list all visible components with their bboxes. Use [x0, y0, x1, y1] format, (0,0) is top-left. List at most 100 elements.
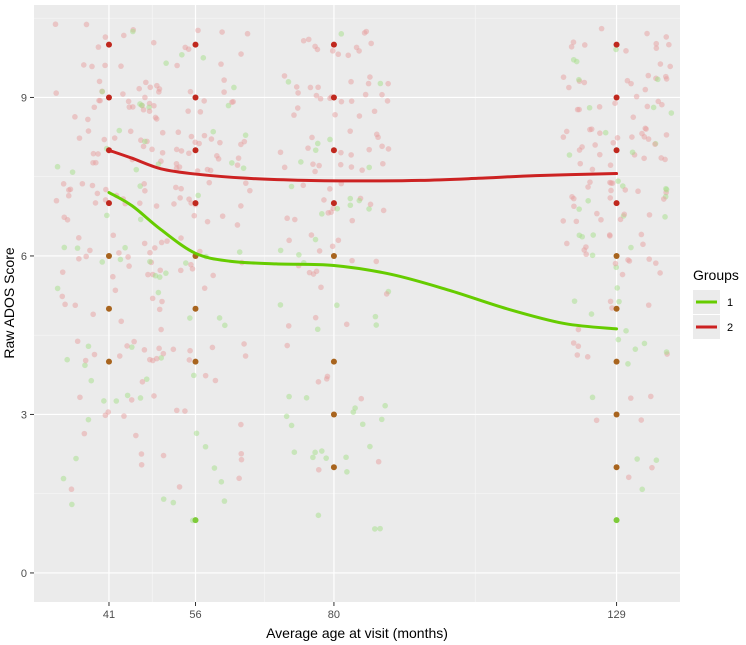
data-point [596, 151, 603, 158]
data-point [153, 355, 160, 362]
data-point [632, 346, 639, 352]
x-tick-label: 80 [328, 609, 340, 621]
data-point [614, 134, 621, 141]
visit-point [613, 464, 620, 471]
data-point [613, 46, 619, 53]
data-point [177, 195, 183, 201]
data-point [210, 272, 216, 279]
data-point [312, 168, 318, 175]
data-point [243, 180, 249, 186]
data-point [121, 413, 127, 419]
data-point [634, 456, 640, 462]
data-point [338, 98, 345, 105]
data-point [593, 417, 600, 424]
data-point [186, 357, 193, 363]
data-point [218, 61, 224, 67]
y-axis-ticks: 0 3 6 9 [21, 92, 34, 580]
visit-point [105, 252, 112, 259]
data-point [356, 197, 363, 204]
data-point [155, 289, 162, 296]
data-point [241, 138, 248, 145]
panel-background [34, 5, 680, 602]
data-point [622, 187, 629, 193]
data-point [238, 456, 245, 463]
data-point [221, 77, 227, 83]
data-point [110, 232, 117, 239]
data-point [116, 353, 123, 359]
data-point [202, 443, 209, 450]
smooth-line-group-2 [107, 148, 619, 183]
x-axis-title: Average age at visit (months) [266, 625, 448, 641]
data-point [236, 249, 243, 255]
data-point [118, 318, 125, 325]
data-point [110, 273, 116, 280]
data-point [566, 152, 573, 158]
data-point [583, 251, 589, 258]
data-point [219, 29, 225, 35]
data-point [324, 373, 331, 380]
data-point [281, 73, 288, 79]
data-point [158, 239, 165, 246]
data-point [197, 248, 203, 255]
data-point [175, 129, 182, 136]
data-point [573, 58, 580, 65]
data-point [155, 161, 162, 167]
data-point [67, 186, 74, 193]
data-point [147, 258, 153, 265]
data-point [141, 240, 148, 247]
data-point [332, 111, 338, 118]
data-point [292, 216, 298, 223]
data-point [221, 89, 227, 95]
data-point [141, 347, 148, 353]
data-point [174, 62, 180, 69]
data-point [315, 84, 321, 91]
data-point [152, 272, 159, 279]
data-point [659, 101, 665, 108]
data-point [277, 149, 284, 156]
data-point [617, 216, 624, 223]
data-point [194, 168, 201, 174]
visit-point [330, 358, 337, 365]
data-point [125, 254, 131, 260]
data-point [347, 195, 354, 202]
data-point [308, 232, 315, 238]
data-point [663, 76, 670, 82]
legend-title: Groups [693, 267, 739, 283]
data-point [380, 160, 386, 167]
visit-point [330, 464, 337, 471]
data-point [348, 152, 354, 158]
data-point [147, 84, 154, 91]
data-point [296, 252, 302, 258]
data-point [90, 150, 97, 157]
data-point [608, 187, 614, 194]
data-point [151, 102, 157, 109]
data-point [587, 179, 593, 185]
data-point [315, 379, 322, 385]
visit-point [192, 94, 199, 101]
data-point [195, 27, 201, 34]
data-point [349, 217, 356, 224]
data-point [147, 249, 153, 256]
data-point [614, 285, 621, 291]
data-point [581, 247, 588, 253]
data-point [385, 146, 392, 152]
data-point [318, 284, 324, 291]
data-point [349, 257, 355, 264]
data-point [668, 110, 675, 116]
data-point [378, 416, 385, 423]
data-point [625, 361, 631, 367]
data-point [353, 44, 360, 51]
data-point [156, 345, 162, 352]
data-point [314, 46, 321, 53]
visit-point [613, 41, 620, 48]
data-point [126, 263, 132, 269]
data-point [630, 114, 637, 120]
data-point [142, 94, 148, 101]
legend-label-1: 1 [727, 297, 733, 309]
data-point [229, 99, 235, 105]
visit-point [613, 517, 620, 524]
data-point [193, 430, 200, 437]
data-point [200, 55, 207, 61]
data-point [85, 116, 91, 123]
data-point [590, 232, 597, 238]
